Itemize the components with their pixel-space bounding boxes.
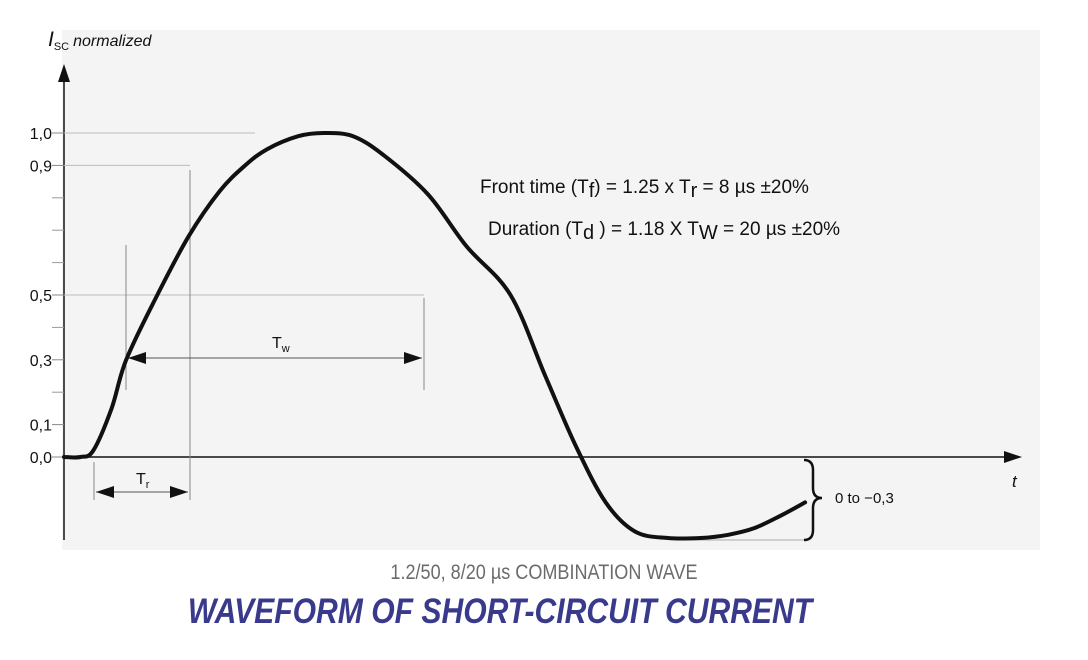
tr-arrowhead-left [96,486,114,498]
y-axis-title-main: I [48,28,54,51]
y-axis-title: ISC normalized [48,28,152,53]
y-tick-label: 0,0 [30,450,52,467]
grid [64,132,424,296]
tw-arrowhead-left [128,352,146,364]
plot-panel [62,30,1040,550]
x-axis-title: t [1012,472,1018,491]
tr-label: Tr [136,471,150,491]
tr-arrowhead-right [170,486,188,498]
undershoot-brace [803,458,823,542]
undershoot-label: 0 to −0,3 [835,490,894,507]
series-line-current [62,130,808,541]
chart: ISC normalized t 1,0 0,9 0,5 0,3 0,1 0,0 Tw Tr… [30,28,1040,550]
duration-formula: Duration (Td ) = 1.18 X TW = 20 µs ±20% [488,219,840,244]
x-axis-arrow [1004,451,1022,463]
y-tick-label: 1,0 [30,126,52,143]
y-axis-arrow [58,64,70,82]
y-tick-label: 0,5 [30,288,52,305]
y-tick-label: 0,1 [30,418,52,435]
tw-label: Tw [272,335,290,355]
y-axis-title-sub: SC [54,41,69,53]
chart-subtitle: 1.2/50, 8/20 µs COMBINATION WAVE [390,561,698,584]
y-ticks: 1,0 0,9 0,5 0,3 0,1 0,0 [30,126,64,467]
chart-title: WAVEFORM OF SHORT-CIRCUIT CURRENT [187,592,813,631]
tw-arrowhead-right [404,352,422,364]
y-tick-label: 0,3 [30,353,52,370]
y-tick-label: 0,9 [30,158,52,175]
y-axis-title-rest: normalized [73,33,152,50]
front-time-formula: Front time (Tf) = 1.25 x Tr = 8 µs ±20% [480,177,809,202]
